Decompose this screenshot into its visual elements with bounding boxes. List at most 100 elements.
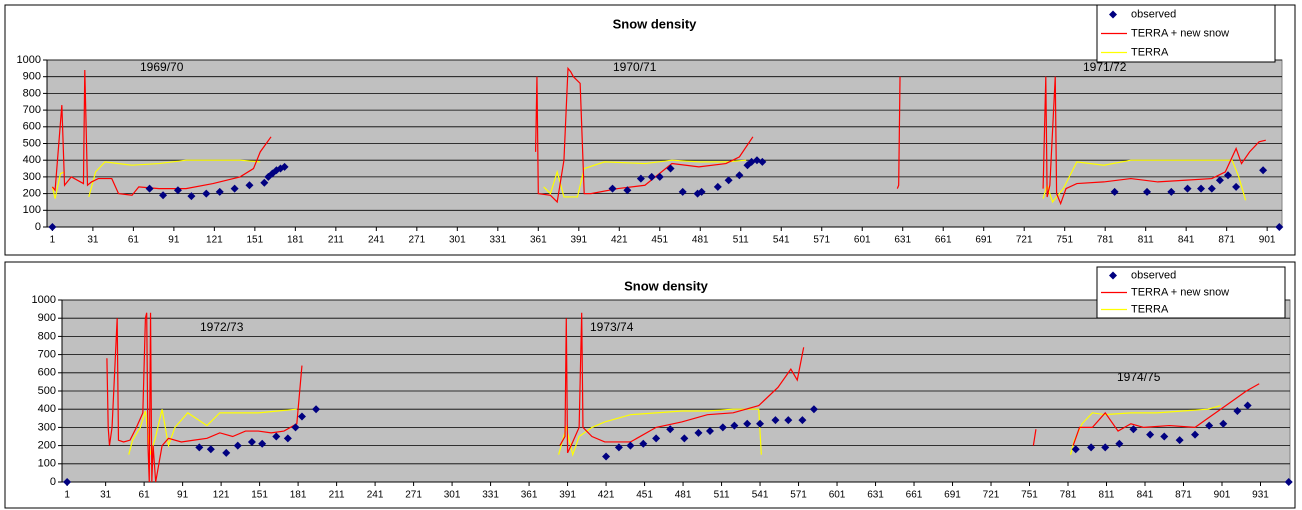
observed-point bbox=[1191, 430, 1200, 439]
x-tick-label: 811 bbox=[1138, 235, 1154, 246]
x-tick-label: 541 bbox=[773, 235, 790, 246]
observed-point bbox=[187, 192, 196, 201]
x-tick-label: 1 bbox=[64, 490, 70, 501]
observed-point bbox=[647, 172, 656, 181]
x-tick-label: 451 bbox=[636, 490, 653, 501]
observed-point bbox=[713, 182, 722, 191]
x-tick-label: 61 bbox=[128, 235, 140, 246]
y-tick-label: 600 bbox=[23, 121, 41, 133]
observed-point bbox=[1219, 419, 1228, 428]
observed-point bbox=[195, 443, 204, 452]
y-tick-label: 1000 bbox=[32, 294, 56, 306]
x-tick-label: 181 bbox=[287, 235, 304, 246]
x-tick-label: 61 bbox=[139, 490, 151, 501]
observed-point bbox=[1232, 182, 1241, 191]
x-tick-label: 421 bbox=[598, 490, 615, 501]
y-tick-label: 300 bbox=[23, 171, 41, 183]
observed-point bbox=[1233, 407, 1242, 416]
y-tick-label: 600 bbox=[38, 367, 56, 379]
x-tick-label: 931 bbox=[1252, 490, 1269, 501]
y-tick-label: 0 bbox=[35, 221, 41, 233]
x-tick-label: 271 bbox=[408, 235, 425, 246]
y-tick-label: 700 bbox=[38, 349, 56, 361]
x-tick-label: 241 bbox=[367, 490, 384, 501]
observed-point bbox=[636, 174, 645, 183]
y-tick-label: 200 bbox=[23, 188, 41, 200]
observed-point bbox=[272, 432, 281, 441]
series-line bbox=[128, 408, 297, 455]
observed-point bbox=[718, 423, 727, 432]
observed-point bbox=[724, 176, 733, 185]
observed-point bbox=[639, 439, 648, 448]
observed-point bbox=[1205, 421, 1214, 430]
x-tick-label: 691 bbox=[975, 235, 992, 246]
observed-point bbox=[784, 416, 793, 425]
x-tick-label: 301 bbox=[444, 490, 461, 501]
season-label: 1971/72 bbox=[1083, 60, 1127, 74]
observed-point bbox=[706, 427, 715, 436]
x-tick-label: 631 bbox=[894, 235, 911, 246]
observed-point bbox=[1167, 187, 1176, 196]
x-tick-label: 391 bbox=[559, 490, 576, 501]
observed-point bbox=[1071, 445, 1080, 454]
observed-point bbox=[202, 189, 211, 198]
x-tick-label: 751 bbox=[1021, 490, 1038, 501]
observed-point bbox=[173, 186, 182, 195]
observed-point bbox=[48, 223, 57, 231]
observed-point bbox=[1197, 184, 1206, 193]
observed-point bbox=[623, 186, 632, 195]
observed-point bbox=[260, 178, 269, 187]
observed-point bbox=[230, 184, 239, 193]
x-tick-label: 901 bbox=[1214, 490, 1231, 501]
observed-point bbox=[652, 434, 661, 443]
observed-point bbox=[730, 421, 739, 430]
observed-point bbox=[756, 419, 765, 428]
x-tick-label: 901 bbox=[1259, 235, 1276, 246]
observed-point bbox=[297, 412, 306, 421]
observed-point bbox=[233, 441, 242, 450]
x-tick-label: 421 bbox=[611, 235, 628, 246]
x-tick-label: 571 bbox=[790, 490, 807, 501]
observed-point bbox=[1146, 430, 1155, 439]
legend-label: observed bbox=[1131, 8, 1176, 20]
x-tick-label: 841 bbox=[1137, 490, 1154, 501]
x-tick-label: 661 bbox=[935, 235, 952, 246]
legend-label: observed bbox=[1131, 269, 1176, 281]
series-line bbox=[558, 408, 762, 457]
y-tick-label: 900 bbox=[23, 71, 41, 83]
observed-point bbox=[743, 419, 752, 428]
observed-point bbox=[1259, 166, 1268, 175]
observed-point bbox=[245, 181, 254, 190]
x-tick-label: 301 bbox=[449, 235, 466, 246]
x-tick-label: 151 bbox=[247, 235, 264, 246]
x-tick-label: 481 bbox=[692, 235, 709, 246]
series-line bbox=[88, 159, 261, 198]
observed-point bbox=[1175, 436, 1184, 445]
x-tick-label: 601 bbox=[829, 490, 846, 501]
x-tick-label: 181 bbox=[290, 490, 307, 501]
legend-label: TERRA + new snow bbox=[1131, 286, 1229, 298]
observed-point bbox=[678, 187, 687, 196]
x-tick-label: 781 bbox=[1097, 235, 1114, 246]
observed-point bbox=[312, 405, 321, 414]
observed-point bbox=[735, 171, 744, 180]
x-tick-label: 751 bbox=[1056, 235, 1073, 246]
y-tick-label: 400 bbox=[23, 154, 41, 166]
x-tick-label: 691 bbox=[944, 490, 961, 501]
x-tick-label: 541 bbox=[752, 490, 769, 501]
observed-point bbox=[1284, 478, 1293, 486]
y-tick-label: 500 bbox=[38, 385, 56, 397]
chart-title: Snow density bbox=[624, 278, 709, 293]
observed-point bbox=[666, 425, 675, 434]
y-tick-label: 900 bbox=[38, 312, 56, 324]
x-tick-label: 211 bbox=[328, 235, 344, 246]
x-tick-label: 151 bbox=[251, 490, 268, 501]
x-tick-label: 841 bbox=[1178, 235, 1195, 246]
observed-point bbox=[283, 434, 292, 443]
series-line bbox=[1072, 383, 1260, 446]
x-tick-label: 451 bbox=[651, 235, 668, 246]
y-tick-label: 100 bbox=[23, 204, 41, 216]
y-tick-label: 200 bbox=[38, 440, 56, 452]
x-tick-label: 241 bbox=[368, 235, 385, 246]
y-tick-label: 300 bbox=[38, 421, 56, 433]
